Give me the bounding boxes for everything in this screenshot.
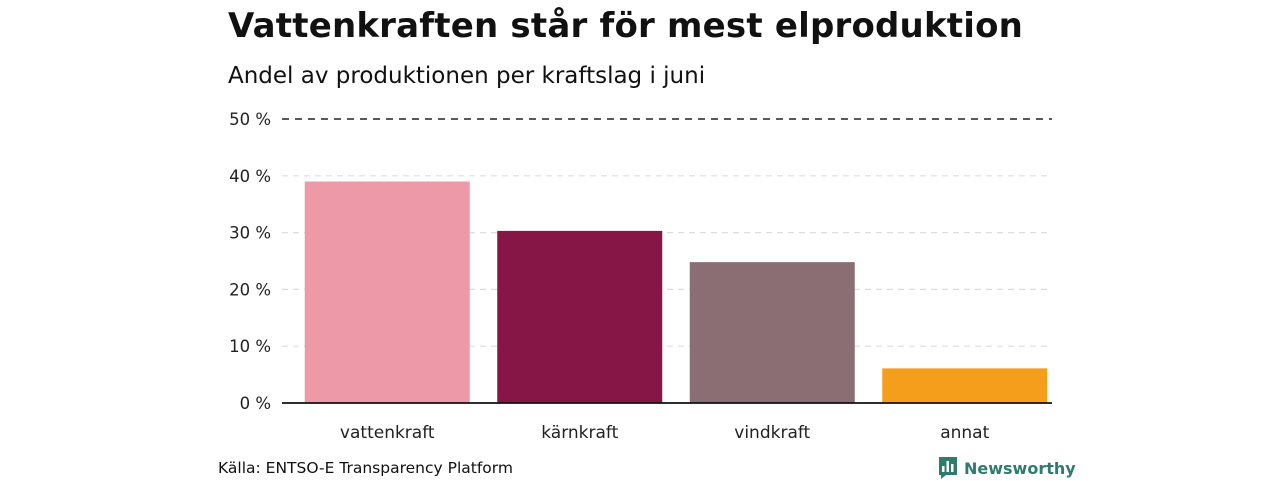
brand-name: Newsworthy — [964, 458, 1076, 478]
source-note: Källa: ENTSO-E Transparency Platform — [218, 459, 513, 477]
y-tick-label: 0 % — [240, 394, 271, 413]
x-tick-label: kärnkraft — [541, 423, 618, 443]
bar-annat — [882, 368, 1048, 403]
y-tick-label: 50 % — [229, 110, 271, 129]
bar-kärnkraft — [497, 230, 663, 403]
chart-title: Vattenkraften står för mest elproduktion — [228, 6, 1024, 46]
bar-vindkraft — [689, 262, 855, 403]
y-tick-label: 20 % — [229, 280, 271, 299]
y-tick-label: 10 % — [229, 337, 271, 356]
brand-logo: Newsworthy — [938, 455, 1076, 481]
bar-vattenkraft — [304, 181, 470, 403]
bar-chart: 0 % 10 % 20 % 30 % 40 % 50 % vattenkraft kärnkr… — [229, 110, 1052, 443]
chart-subtitle: Andel av produktionen per kraftslag i ju… — [228, 63, 706, 89]
x-tick-label: annat — [940, 423, 989, 443]
y-tick-label: 40 % — [229, 167, 271, 186]
y-tick-label: 30 % — [229, 224, 271, 243]
x-tick-label: vindkraft — [734, 423, 810, 443]
newsworthy-bar-chart-logo-icon — [939, 457, 957, 479]
x-tick-label: vattenkraft — [340, 423, 435, 443]
